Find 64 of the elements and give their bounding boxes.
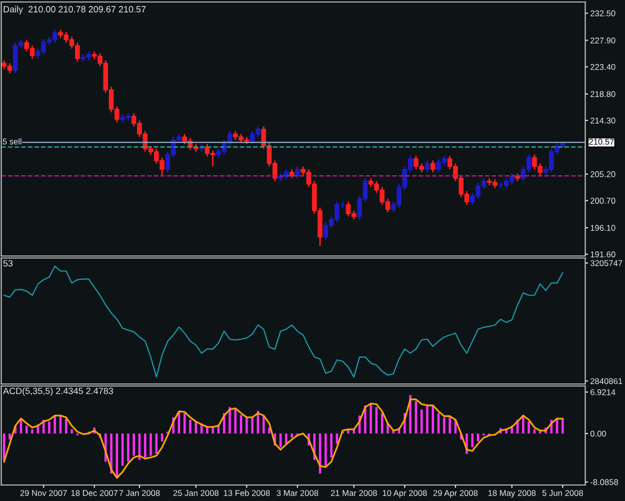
- x-tick-label: 18 Dec 2007: [71, 490, 118, 496]
- bar: [48, 422, 50, 434]
- y-tick-label: -8.0858: [590, 479, 618, 486]
- x-tick-label: 13 Feb 2008: [224, 490, 270, 496]
- bar: [189, 420, 192, 434]
- bar: [370, 404, 372, 434]
- bar: [448, 416, 451, 434]
- y-tick-label: 214.30: [590, 118, 616, 124]
- bar: [150, 434, 152, 456]
- ref-line-label: 5 sell: [2, 138, 22, 144]
- bar: [426, 405, 428, 434]
- bar: [268, 428, 270, 434]
- x-tick-label: 25 Jan 2008: [173, 490, 218, 496]
- y-tick-label: 200.70: [590, 198, 616, 204]
- bar: [8, 434, 11, 440]
- y-tick-label: 196.10: [590, 224, 616, 231]
- y-tick-label: 218.80: [590, 91, 616, 98]
- y-tick-label: 6.9214: [590, 389, 616, 396]
- bar: [471, 434, 474, 448]
- bar: [246, 417, 248, 434]
- bar: [160, 434, 164, 442]
- y-tick-label: 3205747: [590, 260, 622, 266]
- bar: [132, 434, 135, 456]
- x-tick-label: 18 May 2008: [488, 490, 536, 498]
- x-tick-label: 29 Apr 2008: [433, 490, 478, 498]
- bar: [251, 417, 254, 434]
- bar: [476, 434, 480, 442]
- bar: [184, 413, 186, 434]
- x-tick-label: 7 Jan 2008: [119, 490, 160, 496]
- bar: [65, 418, 68, 434]
- bar: [262, 416, 265, 434]
- bar: [290, 434, 293, 438]
- bar: [144, 434, 146, 458]
- bar: [127, 434, 130, 462]
- y-tick-label: 191.60: [590, 251, 616, 258]
- bar: [228, 407, 231, 434]
- bar: [31, 429, 34, 434]
- bar: [324, 434, 327, 466]
- y-tick-label: 205.20: [590, 171, 616, 178]
- chart-title: 53: [3, 260, 13, 267]
- bar: [330, 434, 332, 458]
- bar: [54, 416, 56, 434]
- x-tick-label: 29 Nov 2007: [20, 490, 67, 496]
- bar: [285, 434, 288, 444]
- y-tick-label: 232.50: [590, 10, 616, 16]
- y-tick-label: 223.40: [590, 64, 616, 70]
- y-tick-label: 227.90: [590, 38, 616, 44]
- bar: [26, 426, 28, 434]
- chart-title: Daily 210.00 210.78 209.67 210.57: [4, 6, 146, 14]
- bar: [70, 429, 73, 434]
- x-tick-label: 21 Mar 2008: [330, 490, 377, 496]
- line-series: [4, 266, 564, 378]
- chart-title: ACD(5,35,5) 2.4345 2.4783: [3, 387, 114, 396]
- bar: [443, 417, 446, 434]
- bar: [528, 422, 530, 434]
- x-tick-label: 3 Mar 2008: [276, 490, 318, 496]
- line-series: [3, 398, 564, 479]
- y-tick-label: 0.00: [590, 430, 606, 437]
- x-tick-label: 5 Jun 2008: [542, 490, 583, 496]
- ref-line-label: 210.57: [589, 138, 614, 145]
- x-tick-label: 10 Apr 2008: [382, 490, 427, 498]
- y-tick-label: 2840861: [590, 378, 622, 384]
- bar: [562, 418, 564, 434]
- bar: [279, 434, 282, 448]
